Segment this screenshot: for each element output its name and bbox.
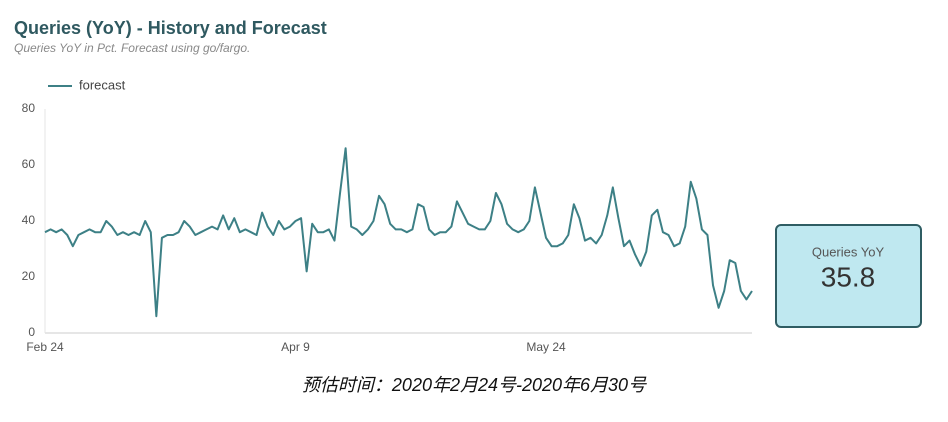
legend-label: forecast	[79, 77, 126, 92]
y-tick-label: 0	[28, 325, 35, 339]
chart-title: Queries (YoY) - History and Forecast	[14, 18, 327, 38]
x-tick-label: Feb 24	[26, 340, 64, 354]
caption: 预估时间：2020年2月24号-2020年6月30号	[302, 375, 647, 395]
chart-subtitle: Queries YoY in Pct. Forecast using go/fa…	[14, 41, 250, 55]
line-series	[44, 147, 753, 318]
scorecard-value: 35.8	[821, 261, 876, 292]
y-tick-label: 40	[22, 213, 36, 227]
x-tick-label: May 24	[526, 340, 566, 354]
scorecard-label: Queries YoY	[812, 244, 885, 259]
y-tick-label: 60	[22, 157, 36, 171]
scorecard-box	[775, 224, 922, 328]
y-tick-label: 80	[22, 101, 36, 115]
x-tick-label: Apr 9	[281, 340, 310, 354]
y-tick-label: 20	[22, 269, 36, 283]
